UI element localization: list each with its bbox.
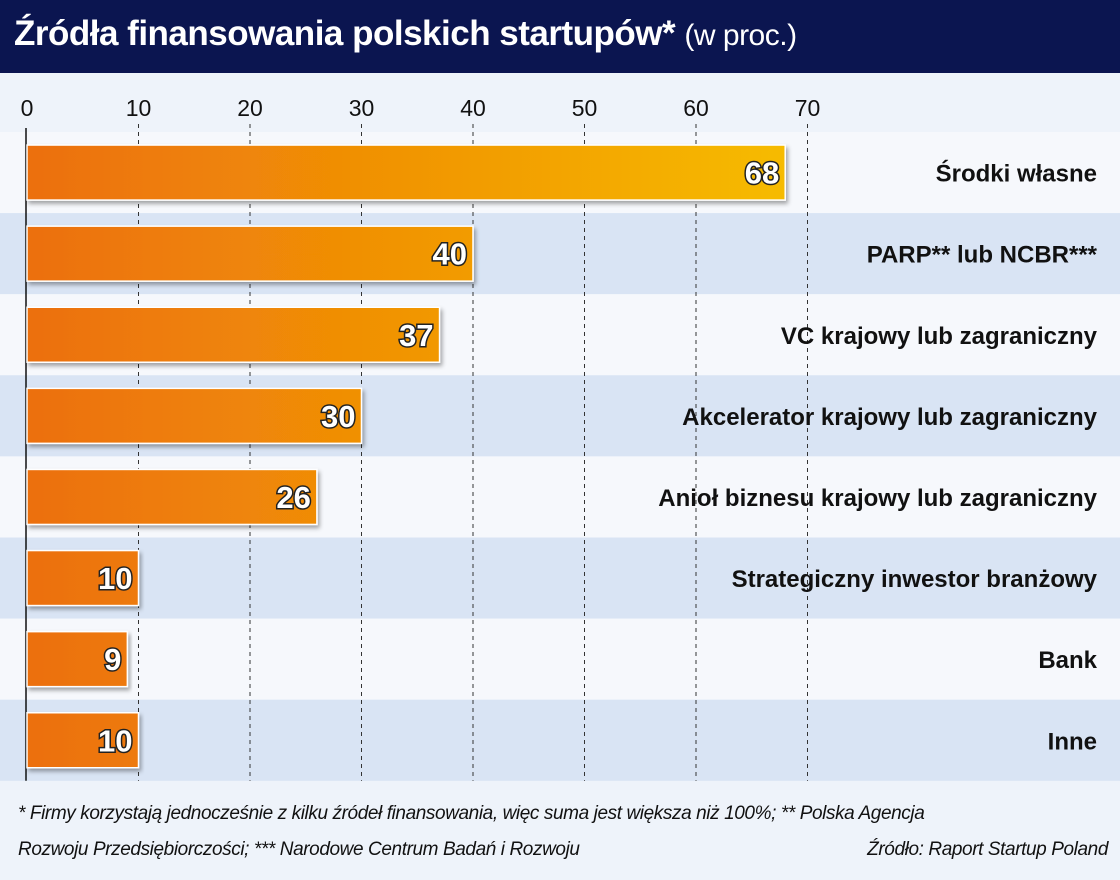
category-label: Akcelerator krajowy lub zagraniczny xyxy=(682,404,1097,431)
x-tick-label: 30 xyxy=(349,95,375,121)
row-band xyxy=(0,537,1120,619)
x-tick-label: 10 xyxy=(126,95,152,121)
bar xyxy=(26,630,129,688)
chart-unit: (w proc.) xyxy=(684,19,797,52)
title-bar: Źródła finansowania polskich startupów* … xyxy=(0,0,1120,73)
bar xyxy=(26,468,318,526)
footnote-line-1: * Firmy korzystają jednocześnie z kilku … xyxy=(18,803,925,824)
x-tick-label: 0 xyxy=(21,95,34,121)
category-label: Strategiczny inwestor branżowy xyxy=(732,566,1098,593)
data-label: 68 xyxy=(745,156,779,191)
bar xyxy=(26,549,140,607)
bar xyxy=(26,387,363,445)
chart-title: Źródła finansowania polskich startupów* … xyxy=(14,14,797,53)
x-tick-label: 60 xyxy=(683,95,709,121)
x-tick-label: 50 xyxy=(572,95,598,121)
x-tick-label: 70 xyxy=(795,95,821,121)
data-label: 30 xyxy=(321,399,355,434)
row-band xyxy=(0,618,1120,700)
category-label: PARP** lub NCBR*** xyxy=(867,242,1098,269)
x-tick-label: 40 xyxy=(460,95,486,121)
bar xyxy=(26,144,786,201)
bar xyxy=(26,712,140,769)
data-label: 26 xyxy=(276,480,310,515)
bar xyxy=(26,225,474,282)
data-label: 10 xyxy=(98,561,132,596)
category-label: VC krajowy lub zagraniczny xyxy=(781,323,1098,350)
category-label: Inne xyxy=(1048,728,1097,755)
footnote-line-2: Rozwoju Przedsiębiorczości; *** Narodowe… xyxy=(18,839,580,860)
bar-chart: 0 10 20 30 40 50 60 70 68 Środki własne 40 PARP** l… xyxy=(0,95,1120,781)
data-label: 37 xyxy=(399,318,433,353)
bar xyxy=(26,306,441,363)
row-band xyxy=(0,699,1120,781)
data-label: 10 xyxy=(98,723,132,758)
category-label: Środki własne xyxy=(936,160,1097,188)
data-label: 9 xyxy=(104,642,121,677)
category-label: Anioł biznesu krajowy lub zagraniczny xyxy=(658,485,1097,512)
source-note: Źródło: Raport Startup Poland xyxy=(867,839,1108,860)
x-tick-label: 20 xyxy=(237,95,263,121)
data-label: 40 xyxy=(433,237,467,272)
category-label: Bank xyxy=(1038,647,1097,674)
